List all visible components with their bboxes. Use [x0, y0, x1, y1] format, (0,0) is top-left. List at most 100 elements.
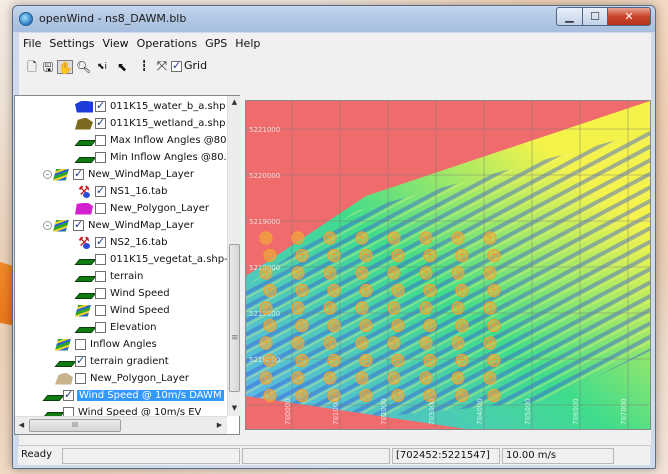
- zoom-icon[interactable]: 🔍︎: [76, 60, 92, 74]
- layer-row[interactable]: New_Polygon_Layer: [75, 200, 209, 217]
- grid-checkbox[interactable]: [171, 59, 182, 72]
- layer-visibility-checkbox[interactable]: [75, 339, 86, 350]
- layer-row[interactable]: Wind Speed: [75, 302, 170, 319]
- menu-gps[interactable]: GPS: [205, 36, 228, 50]
- turbine-marker: [419, 336, 433, 350]
- layer-row[interactable]: ⚒ NS1_16.tab: [75, 183, 168, 200]
- layer-row[interactable]: New_Polygon_Layer: [55, 370, 189, 387]
- scroll-thumb[interactable]: ≡: [229, 244, 240, 392]
- layer-visibility-checkbox[interactable]: [95, 288, 106, 299]
- title-bar[interactable]: openWind - ns8_DAWM.blb ▁ ☐ ✕: [13, 6, 655, 32]
- scroll-up-icon[interactable]: ▲: [231, 98, 238, 106]
- x-axis-label: 705000: [524, 398, 532, 425]
- layer-row[interactable]: Wind Speed: [75, 285, 170, 302]
- layer-visibility-checkbox[interactable]: [95, 184, 106, 197]
- layer-visibility-checkbox[interactable]: [95, 305, 106, 316]
- layer-visibility-checkbox[interactable]: [73, 167, 84, 180]
- x-axis-label: 703000: [428, 398, 436, 425]
- close-button[interactable]: ✕: [607, 7, 651, 26]
- turbine-marker: [391, 248, 405, 263]
- layer-visibility-checkbox[interactable]: [75, 354, 86, 367]
- scroll-left-icon[interactable]: ◀: [18, 421, 25, 429]
- layer-label: New_WindMap_Layer: [88, 169, 194, 180]
- layer-row[interactable]: 011K15_vegetat_a.shp-(: [75, 251, 227, 268]
- layer-label: 011K15_wetland_a.shp: [110, 118, 226, 129]
- layer-visibility-checkbox[interactable]: [95, 254, 106, 265]
- turbine-marker: [259, 336, 273, 350]
- turbine-marker: [295, 318, 309, 333]
- turbine-marker: [455, 248, 469, 263]
- menu-view[interactable]: View: [102, 36, 129, 50]
- layer-row[interactable]: Elevation: [75, 319, 156, 336]
- zoom-extents-icon[interactable]: ⤧: [156, 59, 168, 74]
- menu-operations[interactable]: Operations: [136, 36, 198, 50]
- menu-file[interactable]: File: [23, 36, 42, 50]
- layer-visibility-checkbox[interactable]: [95, 322, 106, 333]
- pan-hand-icon[interactable]: ✋: [57, 60, 73, 75]
- raster-stack-icon: [53, 220, 71, 232]
- ruler-icon[interactable]: ┇: [140, 61, 148, 72]
- layer-row[interactable]: – New_WindMap_Layer: [43, 217, 194, 234]
- turbine-marker: [327, 353, 341, 368]
- scroll-down-icon[interactable]: ▼: [231, 404, 238, 412]
- menu-settings[interactable]: Settings: [49, 36, 95, 50]
- layer-row[interactable]: Wind Speed @ 10m/s DAWM: [43, 387, 224, 404]
- wind-speed-map[interactable]: 5221000522000052190005218000521700052160…: [246, 101, 650, 429]
- map-view[interactable]: 5221000522000052190005218000521700052160…: [245, 100, 651, 430]
- layer-row[interactable]: Max Inflow Angles @80.00: [75, 132, 227, 149]
- select-info-icon[interactable]: ⬉i: [96, 62, 108, 72]
- raster-stack-icon: [55, 339, 73, 351]
- layer-visibility-checkbox[interactable]: [95, 99, 106, 112]
- layer-visibility-checkbox[interactable]: [63, 407, 74, 416]
- scroll-right-icon[interactable]: ▶: [216, 421, 223, 429]
- layer-row[interactable]: 011K15_wetland_a.shp: [75, 115, 225, 132]
- layer-row[interactable]: Inflow Angles: [55, 336, 157, 353]
- layer-visibility-checkbox[interactable]: [95, 135, 106, 146]
- layer-visibility-checkbox[interactable]: [95, 235, 106, 248]
- turbine-marker: [423, 388, 437, 403]
- layer-visibility-checkbox[interactable]: [75, 373, 86, 384]
- select-arrow-icon[interactable]: ⬉: [116, 60, 128, 74]
- x-axis-label: 702000: [380, 398, 388, 425]
- turbine-marker: [359, 353, 373, 368]
- line-green-icon: [43, 407, 61, 417]
- layer-row[interactable]: 011K15_water_b_a.shp: [75, 98, 225, 115]
- turbine-marker: [355, 371, 369, 385]
- status-coordinates: [702452:5221547]: [392, 448, 500, 464]
- turbine-marker: [487, 248, 501, 263]
- layer-row[interactable]: terrain gradient: [55, 353, 169, 370]
- layer-label: 011K15_water_b_a.shp: [110, 101, 226, 112]
- turbine-marker: [487, 388, 501, 403]
- maximize-button[interactable]: ☐: [582, 7, 608, 26]
- layer-label: Elevation: [110, 322, 157, 333]
- turbine-marker: [295, 283, 309, 298]
- layer-visibility-checkbox[interactable]: [95, 116, 106, 129]
- menu-help[interactable]: Help: [235, 36, 261, 50]
- layer-visibility-checkbox[interactable]: [95, 203, 106, 214]
- turbine-marker: [323, 371, 337, 385]
- collapse-icon[interactable]: –: [43, 170, 52, 179]
- turbine-marker: [259, 266, 273, 280]
- grid-toggle[interactable]: Grid: [171, 59, 207, 72]
- layer-label: New_WindMap_Layer: [88, 220, 194, 231]
- layer-row[interactable]: Min Inflow Angles @80.00: [75, 149, 227, 166]
- layer-row[interactable]: Wind Speed @ 10m/s EV: [43, 404, 201, 416]
- save-icon[interactable]: 🖫: [42, 60, 54, 74]
- scroll-h-thumb[interactable]: III: [29, 419, 121, 432]
- new-document-icon[interactable]: 🗋: [27, 60, 37, 74]
- turbine-marker: [487, 318, 501, 333]
- collapse-icon[interactable]: –: [43, 221, 52, 230]
- turbine-marker: [263, 248, 277, 263]
- layer-visibility-checkbox[interactable]: [95, 271, 106, 282]
- minimize-button[interactable]: ▁: [556, 7, 583, 26]
- turbine-marker: [327, 388, 341, 403]
- layer-row[interactable]: terrain: [75, 268, 143, 285]
- layer-horizontal-scrollbar[interactable]: ◀ III ▶: [15, 416, 227, 434]
- layer-visibility-checkbox[interactable]: [63, 388, 74, 401]
- layer-vertical-scrollbar[interactable]: ▲ ≡ ▼: [227, 96, 240, 416]
- layer-visibility-checkbox[interactable]: [95, 152, 106, 163]
- turbine-marker: [455, 318, 469, 333]
- layer-row[interactable]: – New_WindMap_Layer: [43, 166, 194, 183]
- layer-row[interactable]: ⚒ NS2_16.tab: [75, 234, 168, 251]
- layer-visibility-checkbox[interactable]: [73, 218, 84, 231]
